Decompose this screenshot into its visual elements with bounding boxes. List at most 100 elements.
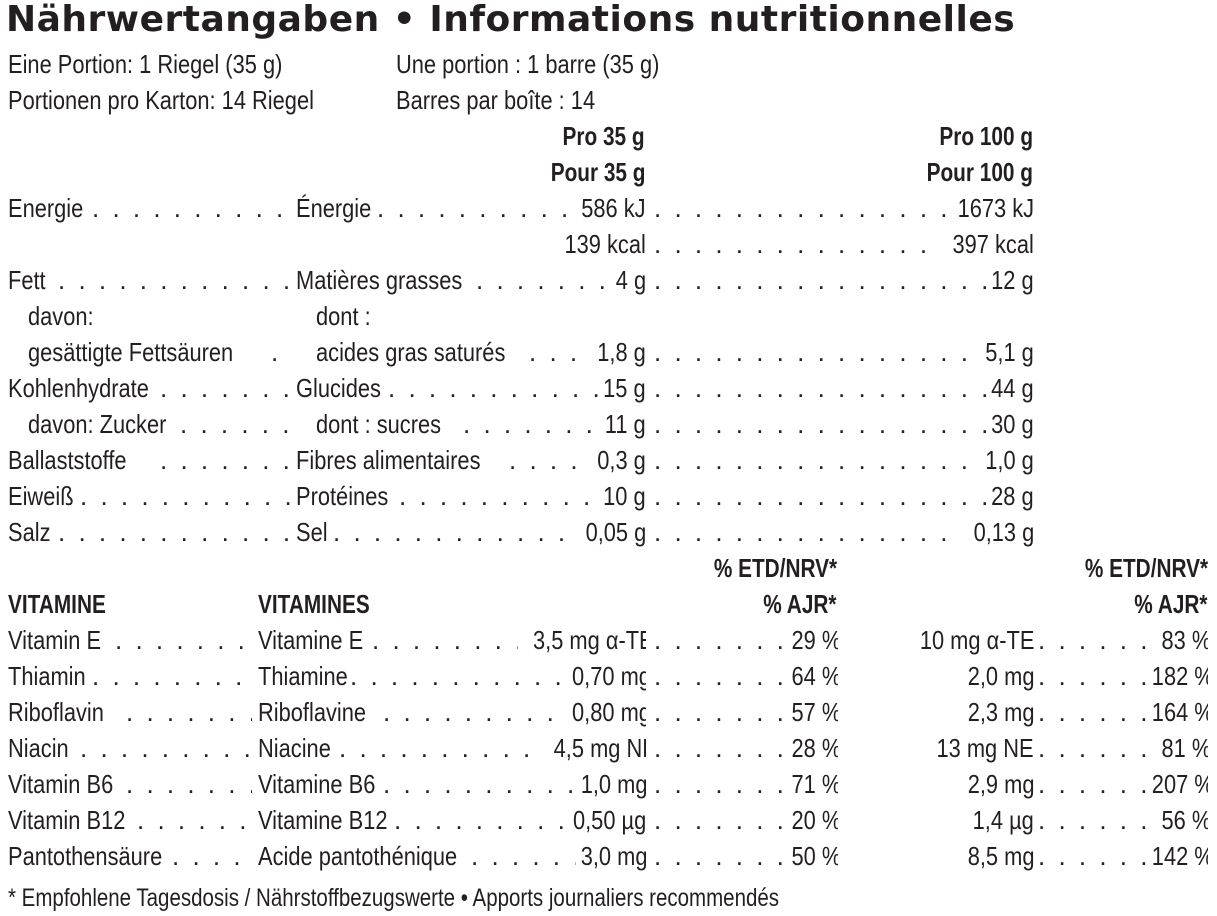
vitamin-name-fr-text: Vitamine E — [258, 625, 364, 655]
nutrient-name-fr-text: Fibres alimentaires — [296, 445, 481, 475]
vitamin-percent-35g-text: 64 % — [791, 661, 838, 691]
header-per-100g-de: Pro 100 g — [939, 121, 1033, 151]
vitamin-name-fr: Vitamine E — [258, 622, 374, 658]
dot-leader: . . . . . . . . . . . . . . . . . . . . … — [654, 445, 974, 475]
dot-leader: . . . . . . . . . . . . . . . . . . . . … — [471, 841, 576, 871]
dot-leader: . . . . . . . . . . . . . . . . . . . . … — [126, 697, 252, 727]
vitamin-row: Vitamin B12 . . . . . . . . . . . . . . .… — [0, 802, 1217, 838]
nutrient-name-de: Kohlenhydrate — [8, 370, 162, 406]
vitamin-value-35g: 4,5 mg NE — [534, 730, 646, 766]
vitamin-value-100g-text: 1,4 µg — [972, 805, 1034, 835]
vitamin-percent-100g-text: 164 % — [1151, 697, 1208, 727]
vitamin-percent-35g: 57 % — [782, 694, 838, 730]
header-per-100g-fr: Pour 100 g — [926, 157, 1033, 187]
vitamin-name-de-text: Pantothensäure — [8, 841, 163, 871]
nutrient-name-de: Salz — [8, 514, 60, 550]
nutrient-value-100g: 5,1 g — [966, 334, 1034, 370]
vitamin-percent-35g: 71 % — [782, 766, 838, 802]
vitamin-name-de: Riboflavin — [8, 694, 128, 730]
dot-leader: . . . . . . . . . . . . . . . . . . . . … — [126, 769, 252, 799]
nutrient-name-de-text: Kohlenhydrate — [8, 373, 149, 403]
header-vitamins-de: VITAMINE — [8, 589, 106, 619]
nutrient-value-35g: 1,8 g — [578, 334, 646, 370]
vitamin-name-fr-text: Niacine — [258, 733, 331, 763]
nutrient-name-de: Ballaststoffe — [8, 442, 162, 478]
dot-leader: . . . . . . . . . . . . . . . . . . . . … — [654, 337, 974, 367]
dot-leader: . . . . . . . . . . . . . . . . . . . . … — [476, 265, 610, 295]
vitamin-percent-100g: 207 % — [1140, 766, 1208, 802]
vitamin-row: Niacin . . . . . . . . . . . . . . . . . … — [0, 730, 1217, 766]
vitamin-value-100g-text: 8,5 mg — [967, 841, 1034, 871]
nutrient-name-fr-text: dont : — [316, 301, 371, 331]
vitamin-value-35g: 0,80 mg — [557, 694, 646, 730]
dot-leader: . . . . . . . . . . . . . . . . . . . . … — [339, 733, 542, 763]
vitamin-percent-100g: 182 % — [1140, 658, 1208, 694]
vitamin-percent-100g: 164 % — [1140, 694, 1208, 730]
nutrient-value-35g-text: 4 g — [615, 265, 646, 295]
nutrient-value-35g-text: 11 g — [605, 409, 646, 439]
dot-leader: . . . . . . . . . . . . . . . . . . . . … — [463, 409, 598, 439]
dot-leader: . . . . . . . . . . . . . . . . . . . . … — [377, 193, 574, 223]
nutrient-name-fr: Glucides — [296, 370, 390, 406]
nutrient-value-35g: 139 kcal — [542, 226, 646, 262]
dot-leader: . . . . . . . . . . . . . . . . . . . . … — [654, 373, 986, 403]
header-vitamins-fr: VITAMINES — [258, 589, 370, 619]
vitamin-name-fr: Vitamine B6 — [258, 766, 385, 802]
header-percent-ajr-35: % AJR* — [763, 589, 837, 619]
nutrient-row: Kohlenhydrate . . . . . . . . . . . . . .… — [0, 370, 1217, 406]
nutrient-value-100g: 44 g — [978, 370, 1034, 406]
vitamin-name-de-text: Vitamin E — [8, 625, 102, 655]
nutrient-value-35g-text: 586 kJ — [581, 193, 646, 223]
nutrient-name-fr-text: Sel — [296, 517, 328, 547]
vitamin-name-de: Niacin — [8, 730, 82, 766]
vitamin-name-de-text: Niacin — [8, 733, 69, 763]
vitamin-name-fr: Acide pantothénique — [258, 838, 473, 874]
servings-per-box-de: Portionen pro Karton: 14 Riegel — [8, 85, 314, 115]
dot-leader: . . . . . . . . . . . . . . . . . . . . … — [58, 517, 292, 547]
vitamin-value-35g-text: 3,0 mg — [580, 841, 646, 871]
vitamin-name-fr: Vitamine B12 — [258, 802, 396, 838]
nutrient-name-de-text: davon: Zucker — [28, 409, 167, 439]
dot-leader: . . . . . . . . . . . . . . . . . . . . … — [1038, 805, 1160, 835]
nutrient-value-100g: 1,0 g — [966, 442, 1034, 478]
nutrient-value-35g: 4 g — [602, 262, 646, 298]
vitamin-name-de-text: Riboflavin — [8, 697, 104, 727]
nutrient-row: davon: Zucker . . . . . . . . . . . . . .… — [0, 406, 1217, 442]
nutrient-name-de-text: Fett — [8, 265, 46, 295]
nutrient-value-100g: 28 g — [978, 478, 1034, 514]
nutrient-value-35g-text: 0,05 g — [585, 517, 646, 547]
header-percent-ajr-100: % AJR* — [1134, 589, 1208, 619]
vitamin-name-fr: Thiamine — [258, 658, 352, 694]
dot-leader: . . . . . . . . . . . . . . . . . . . . … — [160, 373, 292, 403]
dot-leader: . . . . . . . . . . . . . . . . . . . . … — [394, 805, 565, 835]
column-header-row: Pro 35 g Pro 100 g — [0, 118, 1217, 154]
vitamin-value-35g: 3,5 mg α-TE — [510, 622, 646, 658]
nutrient-name-de: Fett — [8, 262, 60, 298]
vitamin-value-100g: 2,9 mg — [836, 766, 1034, 802]
dot-leader: . . . . . . . . . . . . . . . . . . . . … — [372, 625, 518, 655]
vitamin-percent-100g: 83 % — [1152, 622, 1208, 658]
nutrient-name-fr-text: Protéines — [296, 481, 389, 511]
dot-leader: . . . . . . . . . . . . . . . . . . . . … — [350, 661, 565, 691]
vitamin-name-de: Pantothensäure — [8, 838, 174, 874]
dot-leader: . . . . . . . . . . . . . . . . . . . . … — [654, 733, 790, 763]
dot-leader: . . . . . . . . . . . . . . . . . . . . … — [654, 661, 790, 691]
dot-leader: . . . . . . . . . . . . . . . . . . . . … — [80, 733, 252, 763]
vitamin-percent-100g: 81 % — [1152, 730, 1208, 766]
vitamin-row: Vitamin B6 . . . . . . . . . . . . . . . … — [0, 766, 1217, 802]
vitamin-row: Thiamin. . . . . . . . . . . . . . . . .… — [0, 658, 1217, 694]
nutrient-value-100g: 12 g — [978, 262, 1034, 298]
dot-leader: . . . . . . . . . . . . . . . . . . . . … — [529, 337, 586, 367]
vitamin-name-de: Vitamin B12 — [8, 802, 139, 838]
nutrient-value-100g: 397 kcal — [930, 226, 1034, 262]
vitamin-value-35g-text: 3,5 mg α-TE — [532, 625, 646, 655]
vitamin-value-35g-text: 1,0 mg — [580, 769, 646, 799]
nutrient-name-de: Energie — [8, 190, 94, 226]
serving-size-de: Eine Portion: 1 Riegel (35 g) — [8, 49, 283, 79]
dot-leader: . . . . . . . . . . . . . . . . . . . . … — [271, 337, 292, 367]
nutrient-value-35g: 586 kJ — [566, 190, 646, 226]
vitamin-value-35g-text: 0,50 µg — [572, 805, 646, 835]
nutrient-name-fr: dont : sucres — [316, 406, 465, 442]
nutrient-value-100g: 30 g — [978, 406, 1034, 442]
vitamin-percent-100g-text: 81 % — [1161, 733, 1208, 763]
